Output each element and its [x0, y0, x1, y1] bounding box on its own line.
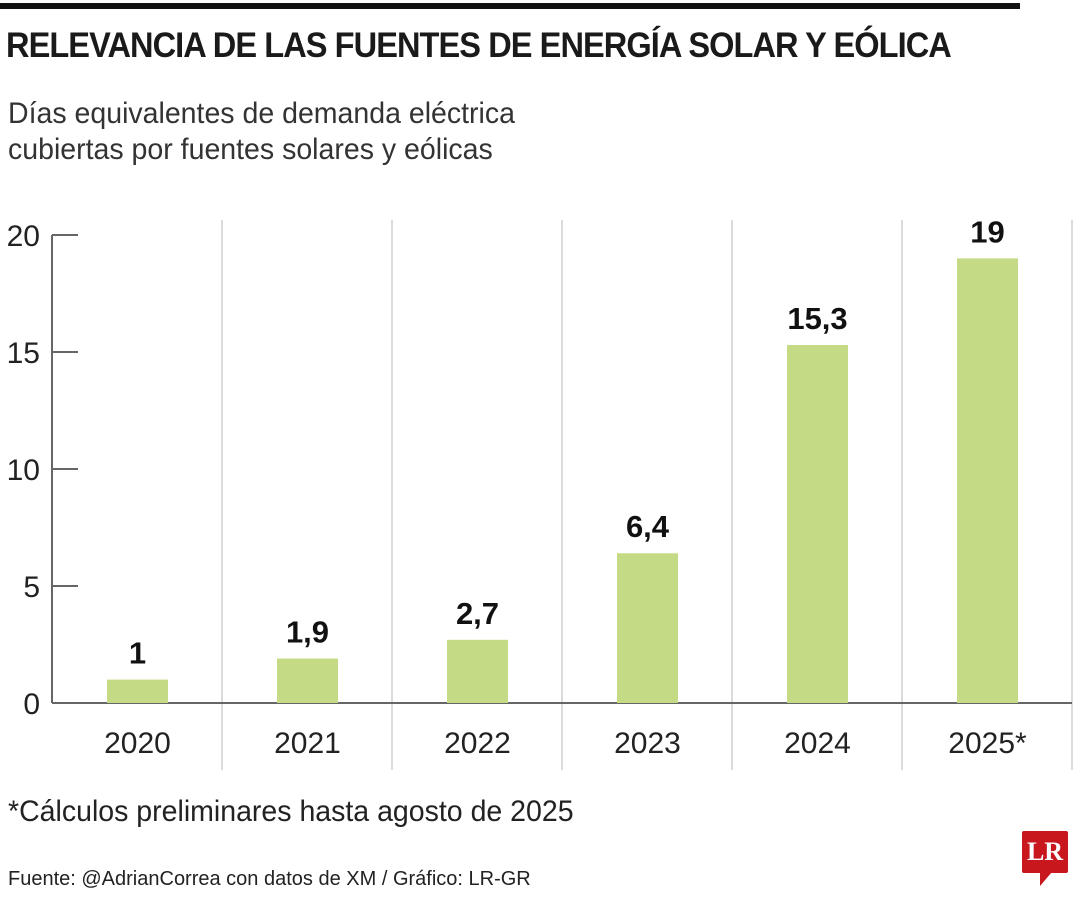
data-label: 2,7	[456, 596, 499, 631]
subtitle-line: Días equivalentes de demanda eléctrica	[8, 97, 515, 130]
x-tick-label: 2021	[274, 727, 341, 760]
x-tick-label: 2022	[444, 727, 511, 760]
footnote: *Cálculos preliminares hasta agosto de 2…	[8, 795, 574, 828]
bar	[957, 258, 1018, 703]
y-tick-label: 5	[23, 571, 40, 604]
data-label: 6,4	[626, 509, 670, 544]
chart-subtitle: Días equivalentes de demanda eléctrica c…	[8, 96, 515, 168]
data-label: 19	[970, 214, 1004, 249]
data-label: 1,9	[286, 615, 329, 650]
bar	[787, 344, 848, 703]
y-tick-label: 10	[7, 454, 40, 487]
y-tick-label: 20	[7, 220, 40, 253]
bar	[617, 553, 678, 703]
x-tick-label: 2023	[614, 727, 681, 760]
data-label: 1	[129, 636, 146, 671]
top-rule	[0, 3, 1020, 9]
x-tick-label: 2024	[784, 727, 851, 760]
bar	[107, 679, 168, 703]
subtitle-line: cubiertas por fuentes solares y eólicas	[8, 133, 493, 166]
bar	[447, 639, 508, 703]
x-tick-label: 2025*	[948, 727, 1027, 760]
bar	[277, 658, 338, 703]
y-tick-label: 0	[23, 688, 40, 721]
x-tick-label: 2020	[104, 727, 171, 760]
lr-logo: LR	[1022, 831, 1068, 886]
source-text: Fuente: @AdrianCorrea con datos de XM / …	[8, 868, 531, 890]
chart-title: RELEVANCIA DE LAS FUENTES DE ENERGÍA SOL…	[6, 26, 952, 65]
data-label: 15,3	[787, 301, 847, 336]
y-tick-label: 15	[7, 337, 40, 370]
